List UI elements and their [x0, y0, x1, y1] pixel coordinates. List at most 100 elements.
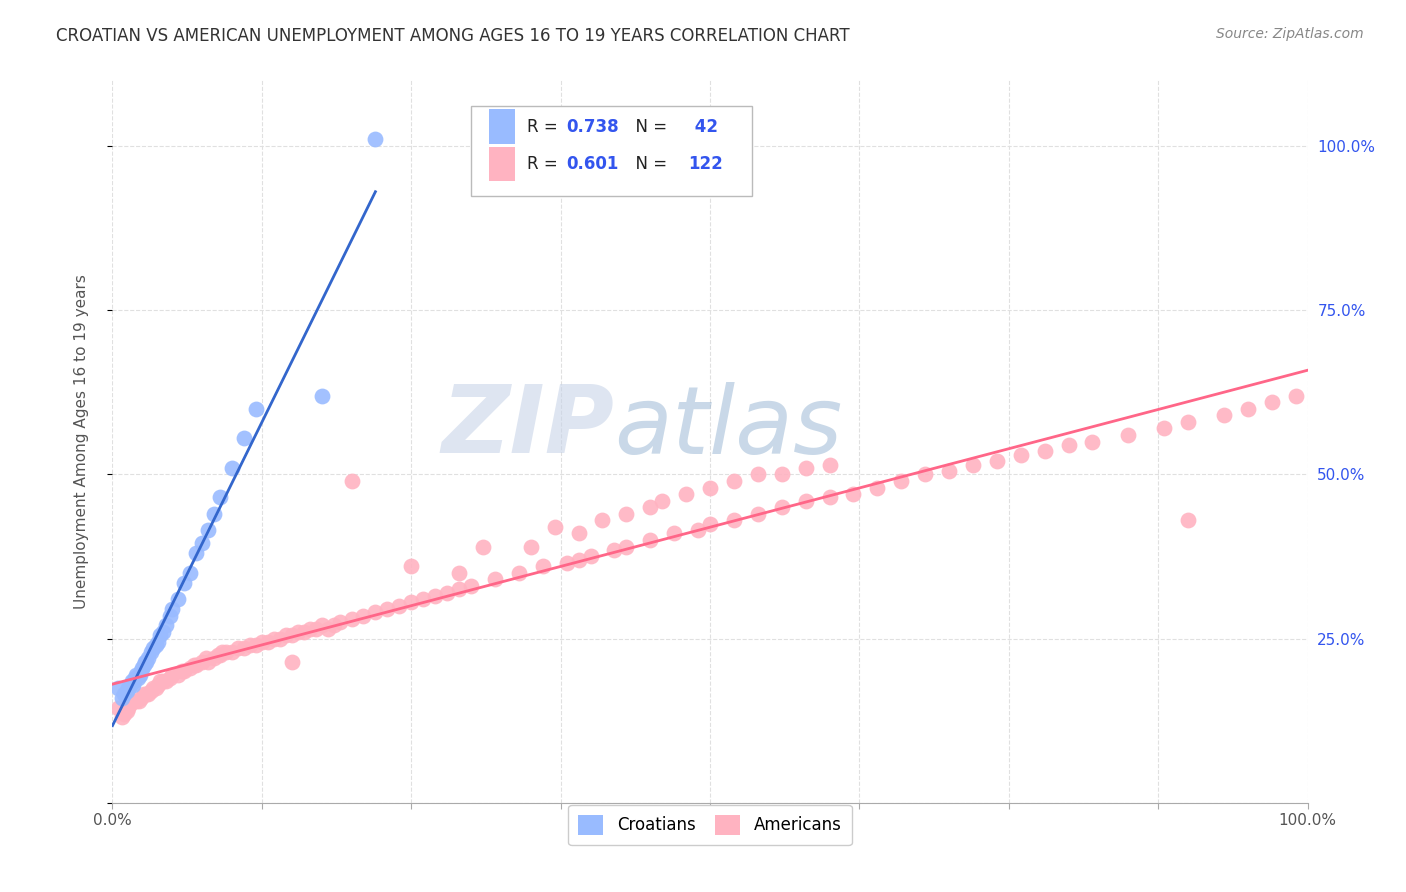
- Point: [124, 671, 146, 685]
- Text: 0.601: 0.601: [567, 155, 619, 173]
- Point: [107, 681, 129, 695]
- Point: [173, 575, 195, 590]
- Point: [1213, 409, 1236, 423]
- Point: [616, 540, 638, 554]
- Point: [131, 661, 153, 675]
- Point: [117, 700, 139, 714]
- Point: [263, 632, 285, 646]
- Point: [699, 481, 721, 495]
- Point: [377, 602, 399, 616]
- Point: [245, 401, 267, 416]
- Point: [311, 618, 333, 632]
- Point: [183, 657, 205, 672]
- Point: [226, 641, 249, 656]
- Point: [121, 677, 143, 691]
- Point: [329, 615, 352, 630]
- Point: [221, 645, 243, 659]
- Point: [221, 460, 243, 475]
- Point: [111, 710, 134, 724]
- Point: [120, 698, 142, 712]
- Point: [770, 500, 793, 515]
- Point: [138, 687, 160, 701]
- Point: [142, 641, 165, 656]
- Point: [1057, 438, 1080, 452]
- Point: [257, 635, 280, 649]
- Point: [197, 655, 219, 669]
- Point: [520, 540, 543, 554]
- Point: [155, 618, 177, 632]
- Point: [139, 684, 162, 698]
- Point: [531, 559, 554, 574]
- Point: [179, 566, 201, 580]
- Point: [128, 667, 150, 681]
- Point: [162, 602, 183, 616]
- Point: [117, 681, 139, 695]
- Text: CROATIAN VS AMERICAN UNEMPLOYMENT AMONG AGES 16 TO 19 YEARS CORRELATION CHART: CROATIAN VS AMERICAN UNEMPLOYMENT AMONG …: [56, 27, 849, 45]
- Point: [311, 388, 333, 402]
- Point: [688, 523, 710, 537]
- Point: [211, 645, 233, 659]
- Point: [818, 458, 841, 472]
- Point: [568, 526, 591, 541]
- Point: [129, 667, 152, 681]
- Y-axis label: Unemployment Among Ages 16 to 19 years: Unemployment Among Ages 16 to 19 years: [75, 274, 89, 609]
- Point: [640, 500, 662, 515]
- Point: [146, 677, 169, 691]
- Point: [842, 487, 865, 501]
- Point: [794, 493, 817, 508]
- Point: [202, 507, 225, 521]
- Point: [640, 533, 662, 547]
- Point: [723, 513, 745, 527]
- Point: [616, 507, 638, 521]
- Point: [121, 674, 143, 689]
- Point: [145, 638, 167, 652]
- Point: [209, 648, 232, 662]
- Point: [127, 671, 149, 685]
- Point: [146, 635, 169, 649]
- Point: [298, 622, 321, 636]
- Point: [1081, 434, 1104, 449]
- Point: [818, 491, 841, 505]
- Point: [747, 507, 769, 521]
- Point: [425, 589, 447, 603]
- Point: [340, 474, 363, 488]
- Point: [121, 694, 143, 708]
- Text: 122: 122: [689, 155, 723, 173]
- Point: [794, 460, 817, 475]
- FancyBboxPatch shape: [471, 105, 752, 196]
- Point: [436, 585, 458, 599]
- Point: [401, 559, 423, 574]
- Point: [1118, 428, 1140, 442]
- Point: [770, 467, 793, 482]
- Point: [675, 487, 697, 501]
- Point: [412, 592, 434, 607]
- Point: [287, 625, 309, 640]
- Point: [401, 595, 423, 609]
- Point: [142, 681, 165, 695]
- Point: [555, 556, 578, 570]
- Point: [149, 628, 172, 642]
- Point: [152, 674, 174, 689]
- Legend: Croatians, Americans: Croatians, Americans: [568, 805, 852, 845]
- Point: [447, 582, 470, 597]
- Text: 0.738: 0.738: [567, 118, 619, 136]
- Point: [207, 648, 229, 662]
- Point: [173, 665, 195, 679]
- Point: [245, 638, 267, 652]
- Point: [202, 651, 225, 665]
- Point: [197, 523, 219, 537]
- Bar: [489, 147, 515, 181]
- Point: [938, 464, 960, 478]
- Point: [125, 667, 148, 681]
- Bar: [489, 110, 515, 145]
- Point: [167, 592, 190, 607]
- Point: [129, 690, 152, 705]
- Point: [122, 674, 145, 689]
- Point: [699, 516, 721, 531]
- Point: [340, 612, 363, 626]
- Point: [651, 493, 673, 508]
- Point: [447, 566, 470, 580]
- Point: [1010, 448, 1032, 462]
- Point: [292, 625, 315, 640]
- Point: [114, 687, 135, 701]
